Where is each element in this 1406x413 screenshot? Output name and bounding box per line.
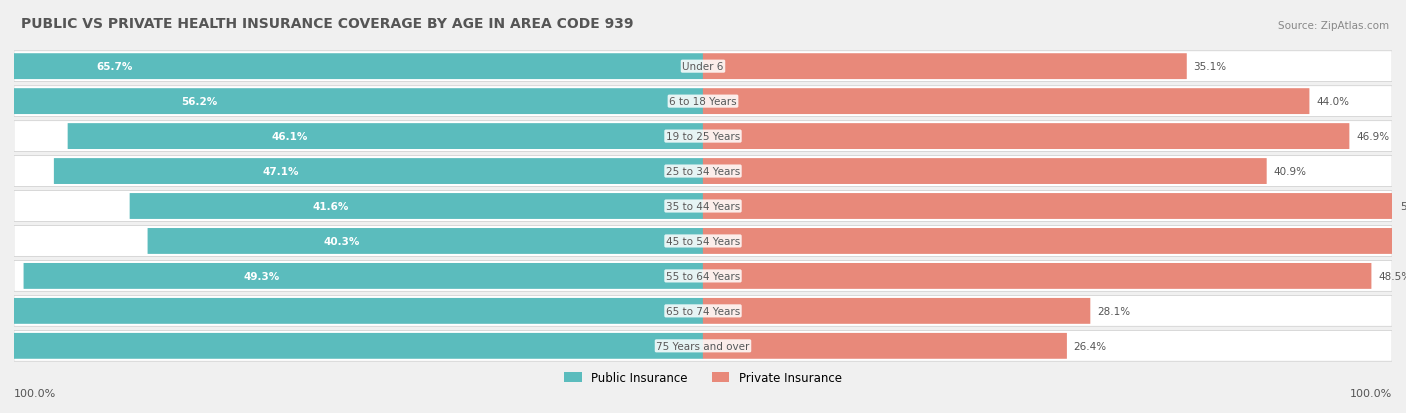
Text: 19 to 25 Years: 19 to 25 Years bbox=[666, 132, 740, 142]
FancyBboxPatch shape bbox=[0, 298, 703, 324]
Text: 45 to 54 Years: 45 to 54 Years bbox=[666, 236, 740, 247]
Text: 35 to 44 Years: 35 to 44 Years bbox=[666, 202, 740, 211]
FancyBboxPatch shape bbox=[14, 87, 1392, 117]
Text: 44.0%: 44.0% bbox=[1316, 97, 1350, 107]
Text: 65 to 74 Years: 65 to 74 Years bbox=[666, 306, 740, 316]
FancyBboxPatch shape bbox=[703, 54, 1187, 80]
FancyBboxPatch shape bbox=[53, 159, 703, 185]
FancyBboxPatch shape bbox=[129, 194, 703, 219]
Text: 19 to 25 Years: 19 to 25 Years bbox=[666, 132, 740, 142]
FancyBboxPatch shape bbox=[0, 333, 703, 359]
Text: Source: ZipAtlas.com: Source: ZipAtlas.com bbox=[1278, 21, 1389, 31]
Text: 35 to 44 Years: 35 to 44 Years bbox=[666, 202, 740, 211]
FancyBboxPatch shape bbox=[14, 261, 1392, 292]
Text: 100.0%: 100.0% bbox=[1350, 389, 1392, 399]
Text: 25 to 34 Years: 25 to 34 Years bbox=[666, 166, 740, 177]
FancyBboxPatch shape bbox=[0, 54, 703, 80]
Text: 6 to 18 Years: 6 to 18 Years bbox=[669, 97, 737, 107]
Legend: Public Insurance, Private Insurance: Public Insurance, Private Insurance bbox=[560, 367, 846, 389]
FancyBboxPatch shape bbox=[14, 296, 1392, 326]
FancyBboxPatch shape bbox=[14, 52, 1392, 82]
FancyBboxPatch shape bbox=[14, 226, 1392, 257]
Text: 100.0%: 100.0% bbox=[14, 389, 56, 399]
Text: 25 to 34 Years: 25 to 34 Years bbox=[666, 166, 740, 177]
Text: 65 to 74 Years: 65 to 74 Years bbox=[666, 306, 740, 316]
Text: 26.4%: 26.4% bbox=[1074, 341, 1107, 351]
Text: 40.3%: 40.3% bbox=[323, 236, 360, 247]
Text: 35.1%: 35.1% bbox=[1194, 62, 1226, 72]
Text: 75 Years and over: 75 Years and over bbox=[657, 341, 749, 351]
FancyBboxPatch shape bbox=[14, 191, 1392, 222]
Text: PUBLIC VS PRIVATE HEALTH INSURANCE COVERAGE BY AGE IN AREA CODE 939: PUBLIC VS PRIVATE HEALTH INSURANCE COVER… bbox=[21, 17, 634, 31]
Text: 49.3%: 49.3% bbox=[243, 271, 280, 281]
Text: 48.5%: 48.5% bbox=[1378, 271, 1406, 281]
FancyBboxPatch shape bbox=[24, 263, 703, 289]
Text: 50.1%: 50.1% bbox=[1400, 202, 1406, 211]
Text: Under 6: Under 6 bbox=[682, 62, 724, 72]
Text: Under 6: Under 6 bbox=[682, 62, 724, 72]
Text: 65.7%: 65.7% bbox=[97, 62, 132, 72]
Text: 45 to 54 Years: 45 to 54 Years bbox=[666, 236, 740, 247]
FancyBboxPatch shape bbox=[703, 263, 1371, 289]
FancyBboxPatch shape bbox=[148, 228, 703, 254]
FancyBboxPatch shape bbox=[703, 298, 1090, 324]
FancyBboxPatch shape bbox=[703, 159, 1267, 185]
Text: 55 to 64 Years: 55 to 64 Years bbox=[666, 271, 740, 281]
FancyBboxPatch shape bbox=[67, 124, 703, 150]
Text: 46.1%: 46.1% bbox=[271, 132, 308, 142]
Text: 46.9%: 46.9% bbox=[1357, 132, 1389, 142]
Text: 75 Years and over: 75 Years and over bbox=[657, 341, 749, 351]
FancyBboxPatch shape bbox=[703, 333, 1067, 359]
Text: 41.6%: 41.6% bbox=[312, 202, 349, 211]
FancyBboxPatch shape bbox=[703, 89, 1309, 115]
Text: 47.1%: 47.1% bbox=[263, 166, 299, 177]
FancyBboxPatch shape bbox=[703, 124, 1350, 150]
Text: 55 to 64 Years: 55 to 64 Years bbox=[666, 271, 740, 281]
FancyBboxPatch shape bbox=[0, 89, 703, 115]
Text: 28.1%: 28.1% bbox=[1097, 306, 1130, 316]
FancyBboxPatch shape bbox=[703, 194, 1393, 219]
Text: 56.2%: 56.2% bbox=[181, 97, 218, 107]
Text: 40.9%: 40.9% bbox=[1274, 166, 1306, 177]
FancyBboxPatch shape bbox=[703, 228, 1406, 254]
FancyBboxPatch shape bbox=[14, 156, 1392, 187]
FancyBboxPatch shape bbox=[14, 331, 1392, 361]
Text: 6 to 18 Years: 6 to 18 Years bbox=[669, 97, 737, 107]
FancyBboxPatch shape bbox=[14, 121, 1392, 152]
